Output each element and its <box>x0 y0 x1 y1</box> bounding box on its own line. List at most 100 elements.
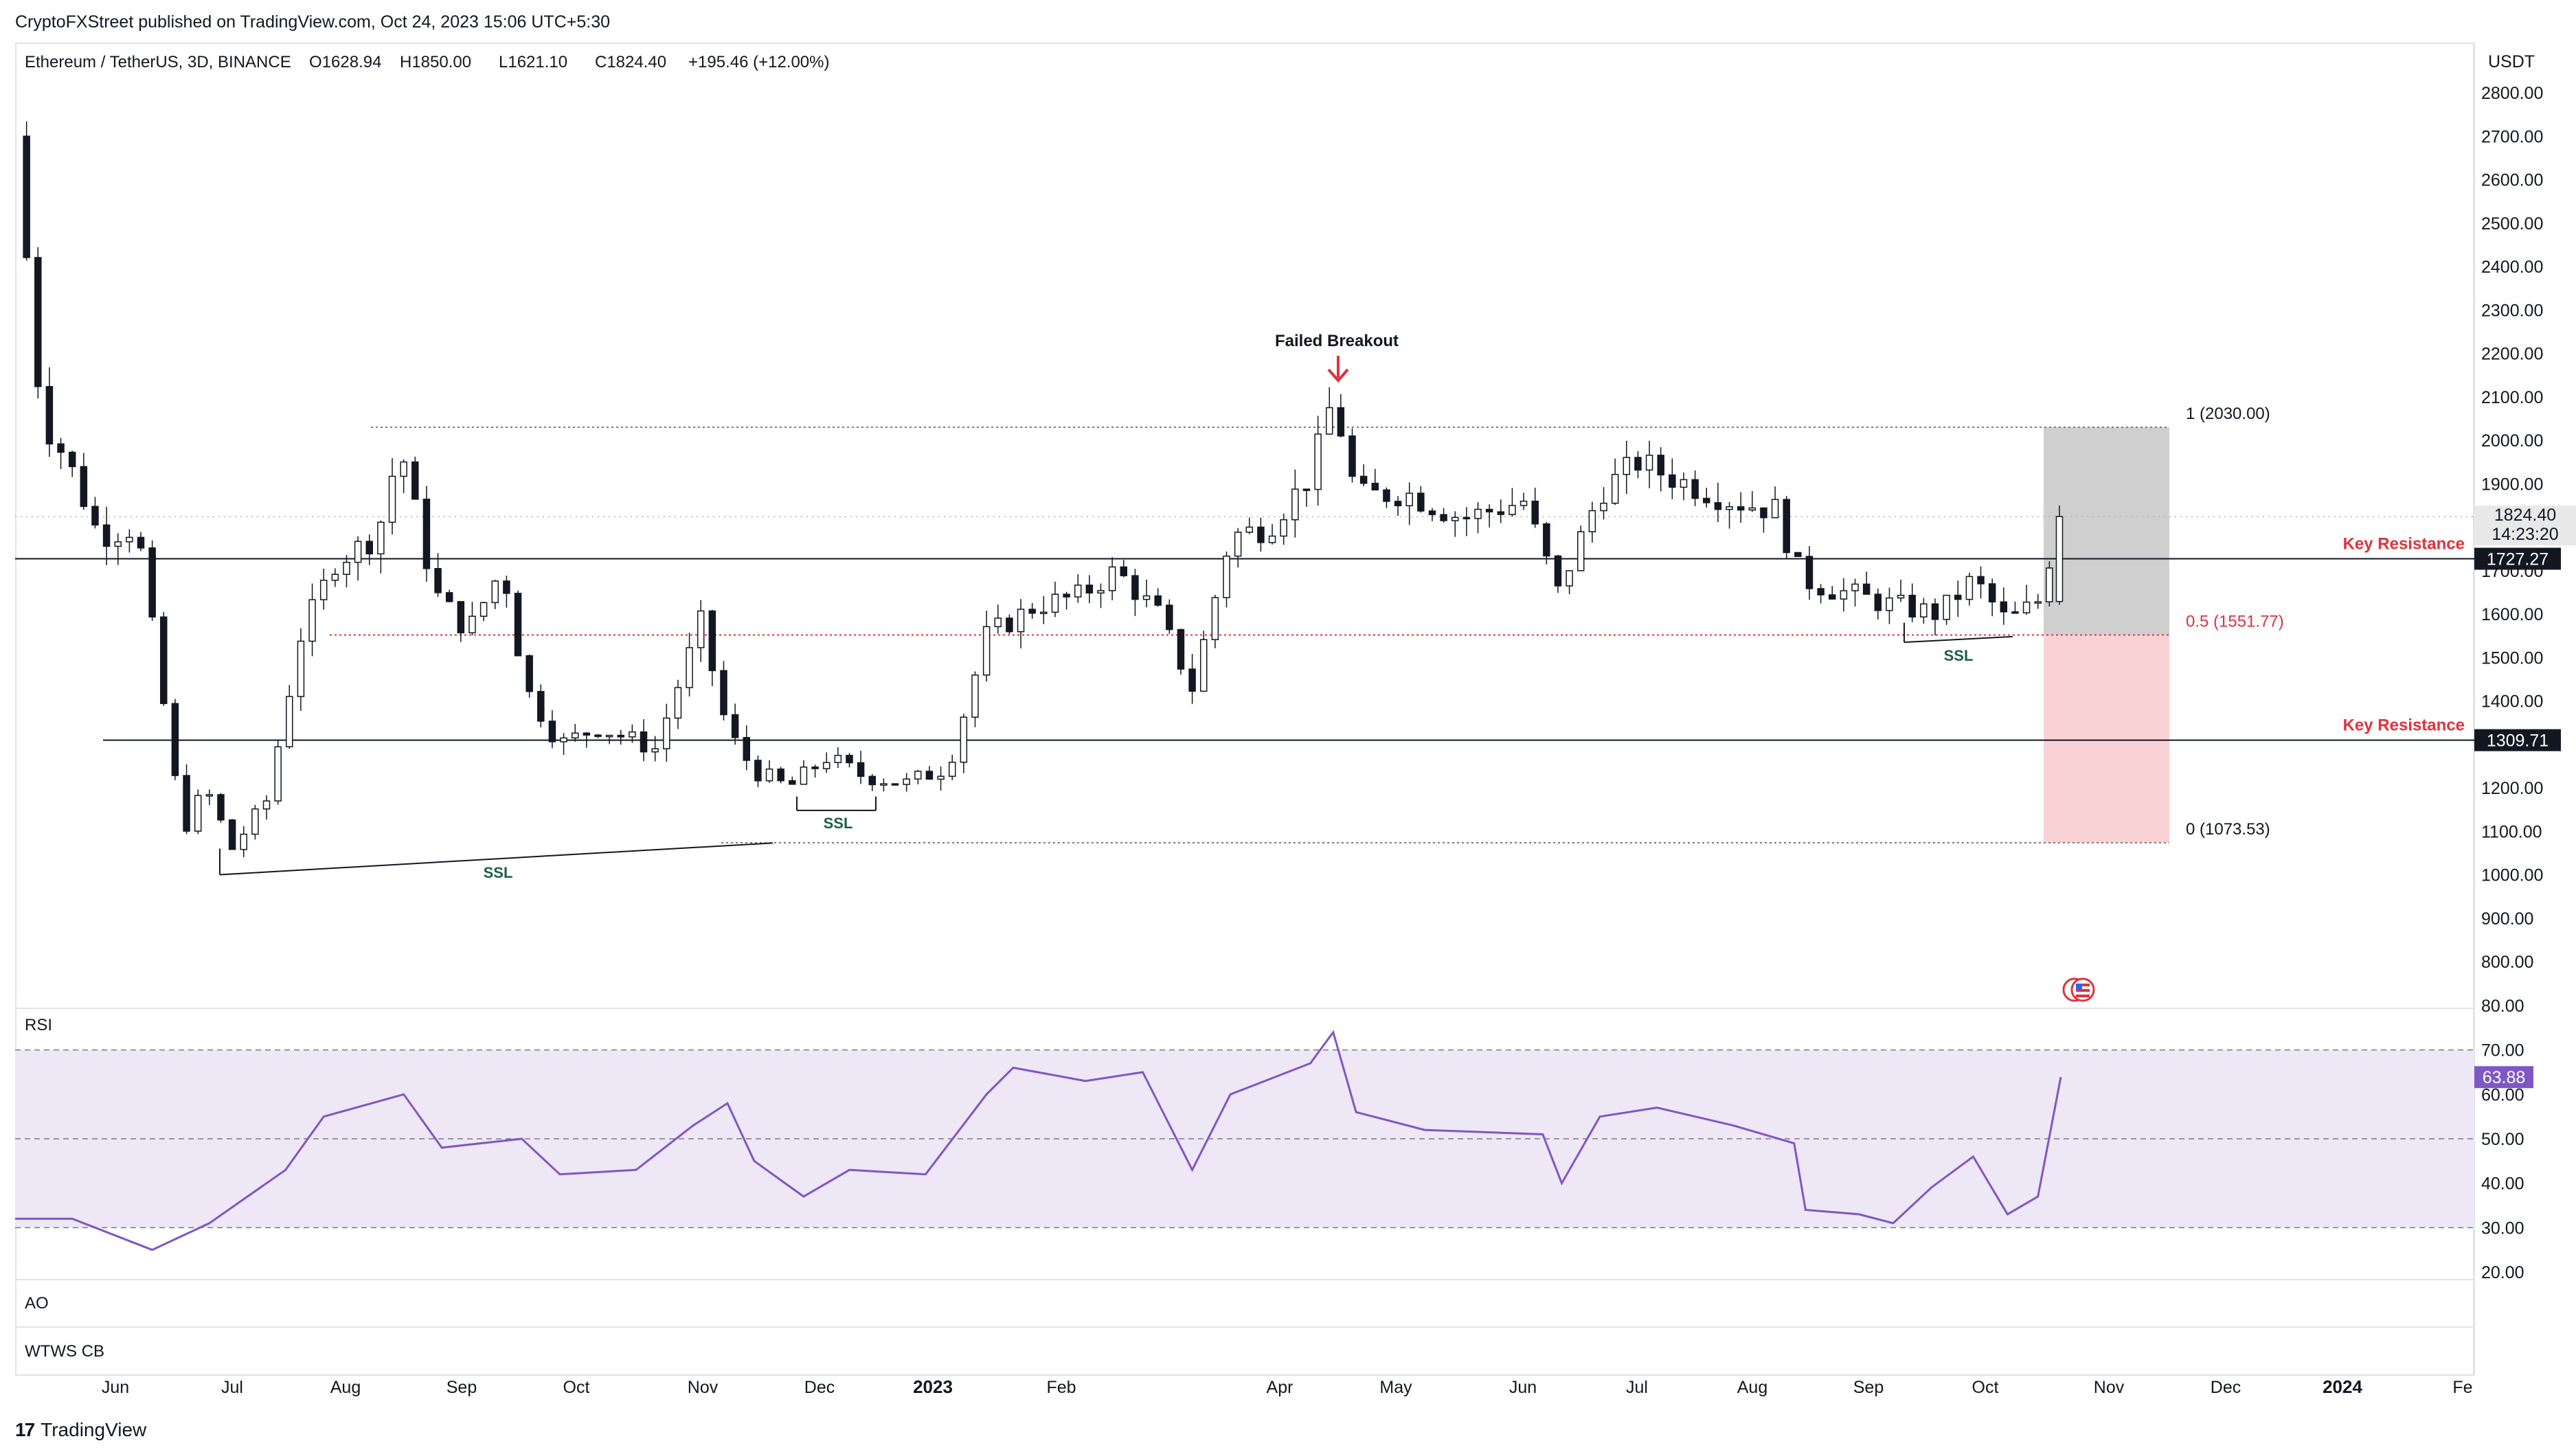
candle <box>1920 598 1928 624</box>
candle <box>1166 599 1173 634</box>
candle <box>1199 631 1208 692</box>
rsi-pane-label: RSI <box>25 1016 52 1034</box>
time-tick: 2024 <box>2323 1376 2362 1397</box>
candle <box>1257 517 1265 552</box>
candle <box>1714 482 1722 523</box>
candle <box>57 438 65 469</box>
price-tick: 1900.00 <box>2481 475 2543 494</box>
candle <box>1314 416 1322 506</box>
time-tick: Dec <box>804 1378 835 1397</box>
price-tick: 2200.00 <box>2481 345 2543 364</box>
candle <box>1302 488 1311 507</box>
price-axis[interactable]: 2800.00 2700.00 2600.00 2500.00 2400.00 2300.… <box>2481 84 2543 972</box>
us-flag-icon[interactable] <box>2062 977 2095 1002</box>
candle <box>1805 546 1814 600</box>
ssl-label: SSL <box>1944 647 1974 664</box>
rsi-guides <box>15 1049 2474 1229</box>
rsi-tick: 60.00 <box>2481 1085 2524 1104</box>
candle <box>640 719 648 762</box>
price-tick: 900.00 <box>2481 909 2533 929</box>
candle <box>1234 528 1242 568</box>
candle <box>1908 583 1916 622</box>
price-axis-currency: USDT <box>2488 52 2535 71</box>
candle <box>1017 599 1025 649</box>
candle <box>434 553 442 597</box>
rsi-axis: 80.00 70.00 60.00 50.00 40.00 30.00 20.00 <box>2481 997 2524 1282</box>
candle <box>708 609 716 687</box>
candle <box>1028 603 1036 619</box>
last-price-badge: 1824.40 14:23:20 <box>2474 506 2576 546</box>
candle <box>183 764 190 835</box>
candle <box>1783 496 1790 558</box>
candle <box>68 451 76 477</box>
price-tick: 800.00 <box>2481 953 2533 972</box>
candle <box>1280 513 1287 545</box>
candle <box>45 367 54 457</box>
candle <box>629 724 636 743</box>
time-tick: Aug <box>330 1378 361 1397</box>
price-tick: 1200.00 <box>2481 779 2543 798</box>
candle <box>1726 501 1733 529</box>
candle <box>1519 492 1528 510</box>
candle <box>1074 574 1082 603</box>
candle <box>354 536 362 581</box>
candle <box>240 826 247 857</box>
candle <box>1337 394 1345 438</box>
candle <box>1771 486 1779 519</box>
candle <box>1006 614 1013 635</box>
candle <box>1817 584 1824 604</box>
time-tick: Sep <box>1853 1378 1884 1397</box>
candle <box>789 776 796 785</box>
candle <box>914 769 922 785</box>
candle <box>731 703 739 745</box>
time-tick: Jul <box>1626 1378 1648 1397</box>
candle <box>1931 598 1939 636</box>
price-tick: 1600.00 <box>2481 605 2543 624</box>
candle <box>1554 554 1562 593</box>
ssl-label: SSL <box>824 815 853 832</box>
price-tick: 2800.00 <box>2481 84 2543 103</box>
candle <box>857 751 865 784</box>
rsi-line[interactable] <box>15 1030 2062 1251</box>
price-tick: 1500.00 <box>2481 648 2543 668</box>
candle <box>982 611 991 682</box>
candle <box>1291 469 1299 538</box>
time-tick: Oct <box>563 1378 590 1397</box>
candle <box>400 459 407 493</box>
candle <box>846 753 853 768</box>
candle <box>1040 595 1048 624</box>
candle <box>1428 508 1436 521</box>
candle <box>1851 578 1859 606</box>
candlestick-series[interactable] <box>23 121 2064 857</box>
time-tick: Dec <box>2211 1378 2241 1397</box>
candle <box>777 767 784 784</box>
candle <box>1600 487 1607 520</box>
candle <box>1657 447 1664 492</box>
candle <box>1451 511 1459 537</box>
candle <box>1462 507 1471 536</box>
legend-low: L1621.10 <box>499 53 567 71</box>
candle <box>479 602 488 622</box>
time-tick: Fe <box>2452 1378 2472 1397</box>
time-axis[interactable]: Jun Jul Aug Sep Oct Nov Dec 2023 Feb Apr May Jun Jul… <box>102 1376 2473 1397</box>
candle <box>1748 490 1756 512</box>
candle <box>377 520 385 574</box>
candle <box>445 589 453 602</box>
svg-text:63.88: 63.88 <box>2483 1068 2526 1087</box>
candle <box>1611 458 1619 506</box>
rsi-tick: 80.00 <box>2481 997 2524 1016</box>
candle <box>948 754 956 780</box>
candle <box>1737 492 1745 523</box>
candle <box>903 773 910 792</box>
failed-breakout-label: Failed Breakout <box>1275 332 1399 350</box>
time-tick: Aug <box>1737 1378 1767 1397</box>
price-tick: 2100.00 <box>2481 388 2543 407</box>
ssl-label: SSL <box>484 864 513 881</box>
candle <box>560 733 567 756</box>
price-tick: 2700.00 <box>2481 127 2543 146</box>
candle <box>365 534 373 565</box>
candle <box>1543 521 1550 565</box>
legend-open: O1628.94 <box>309 53 381 71</box>
candle <box>137 532 145 552</box>
